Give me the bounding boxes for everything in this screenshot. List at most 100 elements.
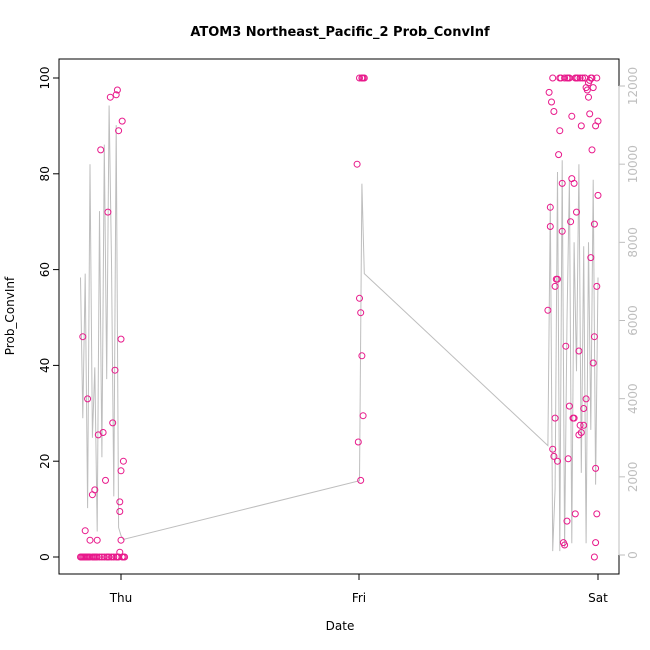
y-tick-label: 20	[38, 454, 52, 469]
data-point	[579, 74, 586, 82]
data-point	[546, 203, 554, 211]
data-point	[590, 333, 598, 341]
data-point	[586, 110, 594, 118]
data-point	[575, 431, 583, 439]
data-point	[356, 294, 363, 302]
data-point	[93, 553, 101, 561]
y-tick-label: 60	[38, 262, 52, 277]
data-point	[565, 402, 573, 410]
data-point	[588, 146, 596, 154]
data-point	[96, 553, 103, 561]
data-point	[562, 342, 570, 350]
y-tick-label: 40	[38, 358, 52, 373]
data-point	[353, 160, 361, 168]
data-point	[570, 179, 578, 187]
y-tick-label: 0	[38, 553, 52, 561]
data-point	[84, 395, 92, 403]
x-axis: Thu Fri Sat	[109, 573, 608, 605]
y2-axis: 0 2000 4000 6000 8000 10000 12000	[618, 67, 640, 559]
data-point	[109, 419, 117, 427]
data-point	[564, 455, 572, 463]
data-point	[105, 553, 113, 561]
data-point	[358, 74, 366, 82]
data-point	[558, 179, 566, 187]
data-point	[360, 74, 368, 82]
data-point	[86, 536, 94, 544]
data-point	[554, 457, 561, 465]
data-point	[563, 517, 571, 525]
data-point	[357, 476, 365, 484]
y2-tick-label: 2000	[626, 462, 640, 493]
data-point	[556, 74, 564, 82]
data-point	[115, 127, 123, 135]
data-point	[117, 335, 125, 343]
y2-tick-label: 8000	[626, 227, 640, 258]
data-point	[573, 208, 580, 216]
data-point	[550, 452, 558, 460]
data-point	[564, 74, 572, 82]
y2-tick-label: 6000	[626, 305, 640, 336]
data-point	[117, 536, 125, 544]
data-point	[546, 223, 554, 230]
data-point	[568, 112, 576, 120]
y2-tick-label: 10000	[626, 145, 640, 183]
data-point	[104, 208, 112, 216]
chart-title: ATOM3 Northeast_Pacific_2 Prob_ConvInf	[190, 25, 490, 40]
data-point	[587, 254, 595, 262]
data-point	[81, 527, 89, 535]
data-point	[551, 282, 559, 290]
data-point	[594, 117, 602, 125]
data-point	[116, 498, 124, 506]
y2-tick-label: 0	[626, 551, 640, 559]
data-point	[545, 88, 553, 96]
data-point	[561, 541, 569, 549]
data-point	[121, 553, 129, 561]
data-point	[556, 127, 564, 135]
x-tick-label: Sat	[588, 591, 608, 605]
data-point	[582, 395, 590, 403]
data-point	[79, 333, 87, 341]
x-tick-label: Thu	[109, 591, 133, 605]
data-point	[590, 553, 598, 561]
y-axis: 0 20 40 60 80 100	[38, 67, 60, 561]
data-point	[99, 429, 107, 436]
y2-tick-label: 12000	[626, 67, 640, 105]
data-point	[549, 445, 557, 453]
data-point	[102, 476, 109, 484]
data-point	[118, 117, 126, 125]
data-point	[357, 309, 365, 317]
data-point	[359, 412, 367, 420]
data-point	[593, 282, 601, 290]
data-point	[567, 218, 575, 226]
data-point	[354, 438, 362, 446]
data-point	[593, 74, 601, 82]
data-point	[574, 74, 582, 82]
data-point	[116, 508, 124, 515]
data-point	[577, 122, 585, 130]
data-point	[356, 74, 363, 82]
data-point	[593, 510, 601, 518]
data-point	[580, 421, 588, 429]
data-point	[358, 352, 366, 360]
data-point	[551, 414, 559, 422]
y-tick-label: 100	[38, 67, 52, 90]
data-point	[576, 74, 584, 82]
x-axis-label: Date	[326, 619, 355, 633]
data-point	[548, 98, 555, 106]
data-point	[561, 74, 569, 82]
y2-tick-label: 4000	[626, 383, 640, 414]
data-point	[577, 429, 585, 436]
data-point	[549, 74, 557, 82]
data-point	[588, 74, 596, 82]
data-point	[585, 93, 592, 101]
data-point	[581, 74, 589, 82]
data-point	[580, 405, 588, 412]
data-point	[592, 539, 600, 547]
data-point	[590, 220, 598, 228]
data-point	[117, 467, 125, 475]
data-point	[111, 366, 119, 374]
data-point	[570, 414, 578, 422]
data-point	[583, 86, 591, 94]
data-point	[589, 84, 597, 92]
